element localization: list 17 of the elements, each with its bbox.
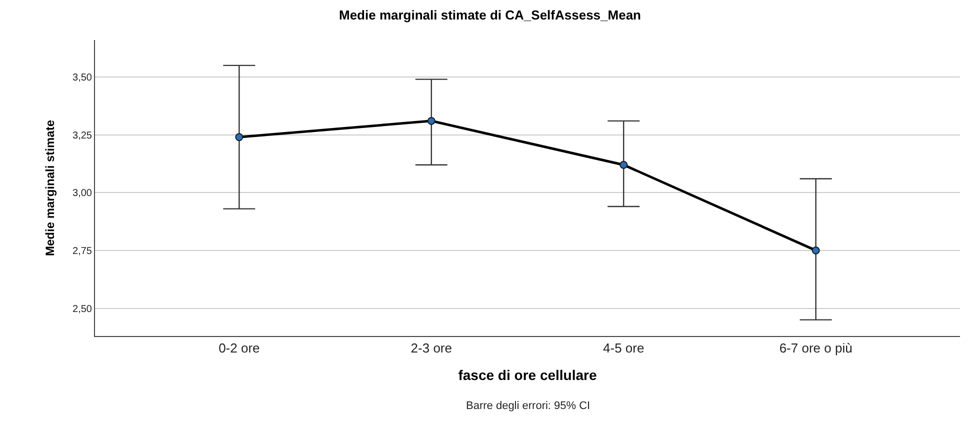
x-axis-title: fasce di ore cellulare xyxy=(458,366,597,383)
x-tick-label: 0-2 ore xyxy=(218,340,260,356)
point xyxy=(620,160,628,169)
y-tick-label: 3,25 xyxy=(72,130,92,142)
y-tick-label: 3,00 xyxy=(72,188,92,200)
y-axis-title: Medie marginali stimate xyxy=(42,120,57,256)
y-tick-label: 2,50 xyxy=(72,304,92,315)
y-tick-label: 2,75 xyxy=(72,246,92,257)
point xyxy=(812,246,820,254)
y-tick-label: 3,50 xyxy=(72,72,92,84)
x-tick-label: 4-5 ore xyxy=(603,340,644,356)
text: Barre degli errori: 95% CI xyxy=(466,400,590,412)
point xyxy=(427,116,436,125)
point xyxy=(235,133,244,142)
chart-title: Medie marginali stimate di CA_SelfAssess_Mean xyxy=(338,8,642,23)
x-tick-label: 2-3 ore xyxy=(410,340,452,356)
x-tick-label: 6-7 ore o più xyxy=(779,340,852,356)
